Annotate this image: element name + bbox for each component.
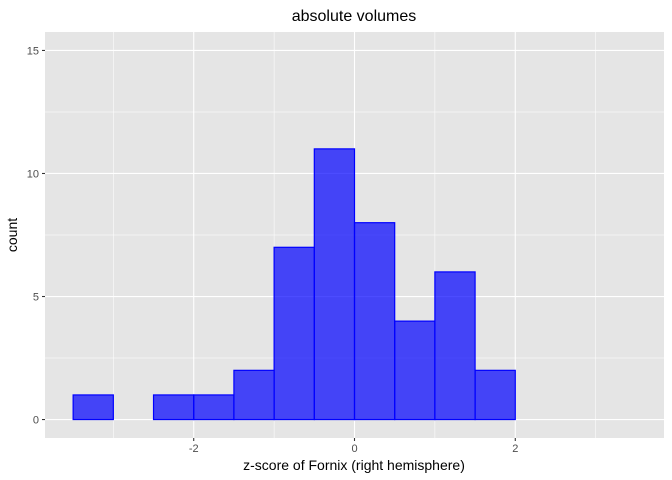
y-axis: 0 5 10 15: [27, 45, 45, 427]
y-tick-label: 5: [33, 292, 39, 304]
y-axis-title: count: [4, 218, 20, 252]
x-axis: -2 0 2: [189, 438, 518, 455]
histogram-bar: [434, 271, 476, 421]
y-tick-label: 10: [27, 168, 39, 180]
histogram-bar: [72, 394, 114, 421]
histogram-bar: [313, 148, 356, 421]
histogram-bar: [474, 369, 516, 421]
histogram-bar: [353, 222, 396, 421]
histogram-bar: [193, 394, 235, 421]
histogram-bar: [273, 246, 315, 421]
histogram-bar: [394, 320, 436, 421]
x-tick-label: 0: [351, 443, 357, 455]
y-tick-label: 0: [33, 415, 39, 427]
x-tick-label: -2: [189, 443, 199, 455]
y-tick-label: 15: [27, 45, 39, 57]
x-tick-label: 2: [512, 443, 518, 455]
chart-title: absolute volumes: [292, 8, 417, 25]
histogram-bar: [233, 369, 275, 421]
histogram-bar: [152, 394, 195, 421]
x-axis-title: z-score of Fornix (right hemisphere): [243, 457, 465, 473]
histogram-bars: [72, 148, 516, 421]
